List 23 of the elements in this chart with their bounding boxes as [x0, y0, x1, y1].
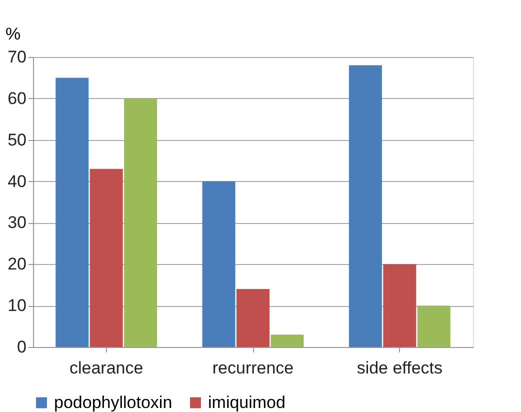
y-axis-title: % [6, 24, 21, 44]
bar [56, 78, 89, 347]
bar [270, 334, 304, 347]
x-tick-label: clearance [69, 358, 144, 378]
y-tick-label: 0 [17, 338, 26, 356]
legend-label: podophyllotoxin [54, 392, 172, 412]
bar [202, 181, 236, 347]
x-tick-label: side effects [356, 358, 443, 378]
y-tick-label: 20 [8, 254, 26, 274]
x-tick-label: recurrence [212, 358, 294, 378]
bar [124, 98, 158, 347]
bar [383, 264, 416, 347]
y-tick-label: 70 [8, 48, 26, 66]
y-tick-label: 50 [8, 130, 26, 150]
bar [417, 306, 450, 347]
y-tick-label: 60 [8, 88, 26, 108]
y-tick-label: 40 [8, 172, 26, 191]
y-tick-label: 30 [8, 213, 26, 232]
bar [348, 65, 382, 347]
bar [236, 289, 270, 347]
bar [90, 168, 123, 347]
legend-label: imiquimod [208, 392, 286, 412]
y-tick-label: 10 [8, 296, 26, 316]
